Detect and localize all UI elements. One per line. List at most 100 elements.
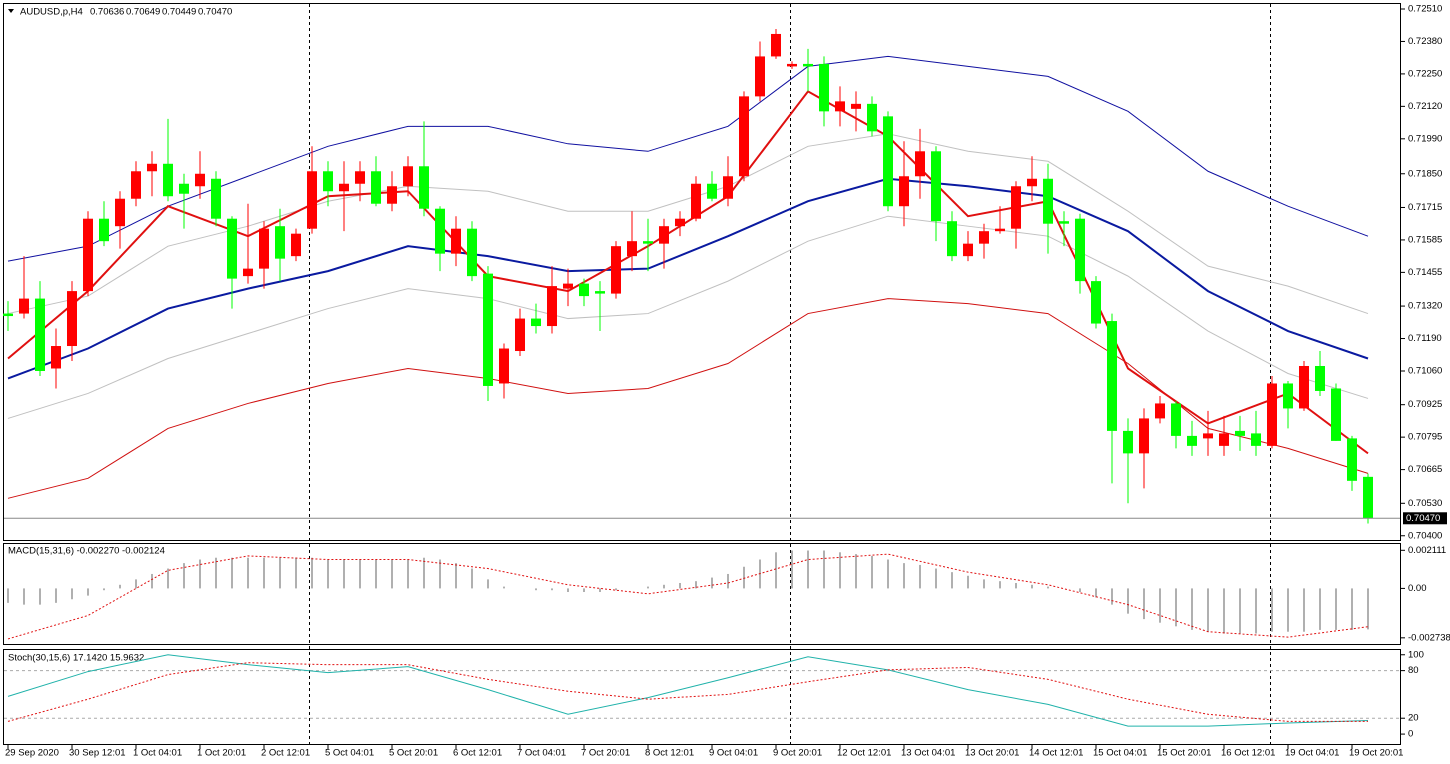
- y-tick-label: 0: [1408, 729, 1413, 740]
- y-tick-label: 0.00: [1408, 583, 1427, 594]
- candle-body: [691, 183, 701, 219]
- candle-body: [131, 171, 141, 199]
- candle-body: [67, 291, 77, 347]
- candle-body: [899, 176, 909, 207]
- x-tick-label: 13 Oct 20:01: [965, 748, 1019, 759]
- candle-body: [595, 291, 605, 294]
- x-tick-label: 1 Oct 04:01: [133, 748, 182, 759]
- y-tick-label: 0.71990: [1408, 133, 1442, 144]
- candle-body: [291, 233, 301, 257]
- candle-body: [227, 218, 237, 279]
- x-tick-label: 5 Oct 20:01: [389, 748, 438, 759]
- candle-body: [1091, 281, 1101, 324]
- candle-body: [931, 151, 941, 222]
- y-tick-label: 0.72380: [1408, 36, 1442, 47]
- candle-body: [1171, 403, 1181, 436]
- x-tick-label: 15 Oct 04:01: [1093, 748, 1147, 759]
- candle-body: [419, 166, 429, 209]
- candle-body: [275, 226, 285, 259]
- candle-body: [147, 163, 157, 172]
- x-tick-label: 2 Oct 12:01: [261, 748, 310, 759]
- candle-body: [163, 163, 173, 197]
- indicator-line: [7, 177, 1369, 380]
- candle-body: [403, 166, 413, 187]
- candle-body: [579, 283, 589, 297]
- candle-body: [1267, 383, 1277, 446]
- main-panel: [3, 3, 1401, 541]
- candle-body: [499, 348, 509, 384]
- candle-body: [1315, 365, 1325, 391]
- y-tick-label: 0.71060: [1408, 366, 1442, 377]
- candle-body: [243, 268, 253, 277]
- x-tick-label: 12 Oct 12:01: [837, 748, 891, 759]
- candle-body: [179, 183, 189, 194]
- candle-body: [1235, 430, 1245, 436]
- y-tick-label: 0.70530: [1408, 498, 1442, 509]
- x-tick-label: 29 Sep 2020: [5, 748, 59, 759]
- candle-body: [627, 241, 637, 257]
- candle-body: [1059, 221, 1069, 224]
- candle-body: [771, 33, 781, 57]
- candle-body: [563, 283, 573, 289]
- candle-body: [1363, 476, 1373, 519]
- y-tick-label: 0.71850: [1408, 168, 1442, 179]
- candle-body: [371, 171, 381, 204]
- candle-body: [467, 228, 477, 277]
- candle-body: [659, 226, 669, 244]
- header-low: 0.70449: [162, 7, 196, 18]
- y-tick-label: 0.71320: [1408, 301, 1442, 312]
- candle-body: [115, 198, 125, 227]
- indicator-line: [7, 55, 1369, 262]
- stoch-signal: [7, 662, 1369, 722]
- candle-body: [387, 186, 397, 204]
- x-tick-label: 7 Oct 20:01: [581, 748, 630, 759]
- y-tick-label: 0.71455: [1408, 267, 1442, 278]
- candle-body: [3, 313, 13, 317]
- candle-body: [707, 183, 717, 199]
- candle-body: [1139, 418, 1149, 454]
- candle-body: [195, 173, 205, 187]
- candle-body: [851, 103, 861, 109]
- candle-body: [947, 221, 957, 257]
- candle-body: [675, 218, 685, 227]
- candle-body: [1203, 433, 1213, 439]
- candle-body: [1155, 403, 1165, 419]
- candle-body: [995, 228, 1005, 232]
- y-tick-label: 0.72510: [1408, 4, 1442, 15]
- candle-body: [307, 171, 317, 229]
- candle-body: [1331, 388, 1341, 441]
- candle-body: [755, 56, 765, 97]
- candle-body: [1011, 186, 1021, 229]
- x-tick-label: 30 Sep 12:01: [69, 748, 126, 759]
- candle-body: [515, 318, 525, 352]
- x-tick-label: 14 Oct 12:01: [1029, 748, 1083, 759]
- y-tick-label: 0.71585: [1408, 234, 1442, 245]
- y-tick-label: 80: [1408, 665, 1419, 676]
- header-open: 0.70636: [90, 7, 124, 18]
- candle-body: [883, 116, 893, 207]
- x-tick-label: 7 Oct 04:01: [517, 748, 566, 759]
- x-tick-label: 6 Oct 12:01: [453, 748, 502, 759]
- header-high: 0.70649: [126, 7, 160, 18]
- x-tick-label: 16 Oct 12:01: [1221, 748, 1275, 759]
- candle-body: [1075, 218, 1085, 282]
- y-tick-label: 0.72250: [1408, 68, 1442, 79]
- y-tick-label: 0.70665: [1408, 464, 1442, 475]
- header-close: 0.70470: [198, 7, 232, 18]
- candle-body: [1219, 433, 1229, 446]
- candle-body: [643, 241, 653, 244]
- candle-body: [867, 103, 877, 132]
- candle-body: [1123, 430, 1133, 454]
- macd-panel: [3, 543, 1401, 645]
- candle-body: [739, 96, 749, 177]
- candle-body: [1251, 433, 1261, 446]
- stoch-main: [7, 654, 1369, 727]
- y-tick-label: 0.70400: [1408, 530, 1442, 541]
- x-tick-label: 9 Oct 20:01: [773, 748, 822, 759]
- candle-body: [339, 183, 349, 192]
- candle-body: [1299, 365, 1309, 409]
- x-tick-label: 19 Oct 20:01: [1349, 748, 1403, 759]
- x-tick-label: 9 Oct 04:01: [709, 748, 758, 759]
- y-tick-label: 100: [1408, 649, 1424, 660]
